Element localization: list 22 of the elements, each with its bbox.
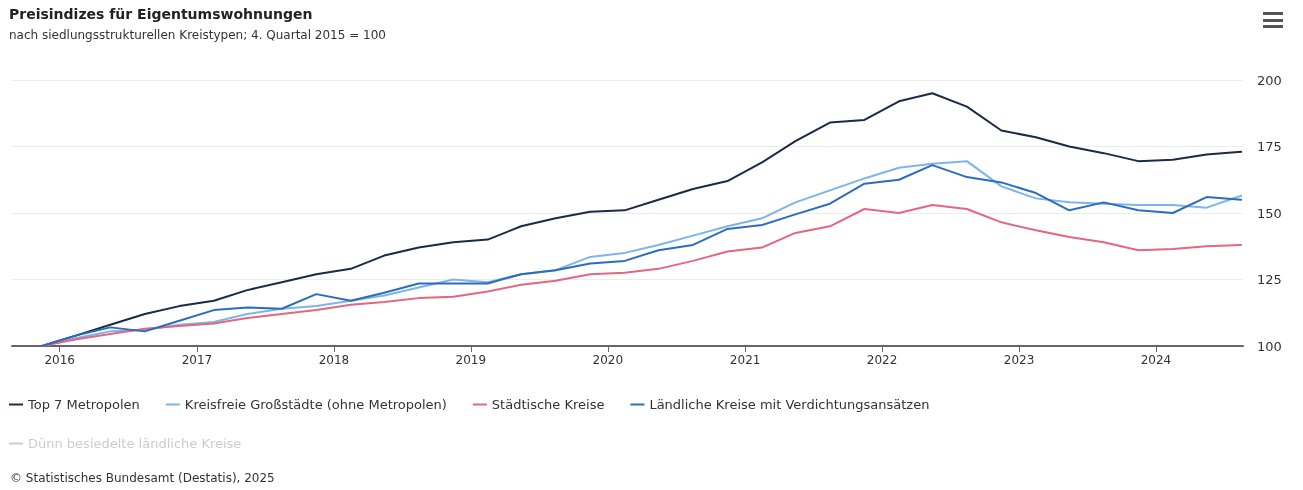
y-tick-label: 175	[1257, 139, 1282, 154]
text: © Statistisches Bundesamt (Destatis), 2025	[10, 471, 275, 485]
legend-label: Städtische Kreise	[491, 397, 605, 412]
chart-title: Preisindizes für Eigentumswohnungen	[9, 6, 313, 22]
y-tick-label: 150	[1257, 205, 1282, 221]
x-tick-label: 2018	[318, 353, 350, 367]
x-tick-label: 2023	[1003, 353, 1035, 367]
legend-label: Ländliche Kreise mit Verdichtungsansätzen	[649, 397, 930, 412]
x-tick-label: 2021	[729, 353, 761, 367]
x-tick-label: 2019	[455, 353, 487, 367]
line-series	[41, 204, 1243, 347]
legend-label: Kreisfreie Großstädte (ohne Metropolen)	[184, 397, 447, 412]
x-tick-label: 2020	[592, 353, 624, 367]
legend-label: Top 7 Metropolen	[27, 397, 140, 412]
x-tick-label: 2024	[1140, 353, 1172, 367]
x-tick-label: 2016	[44, 353, 75, 367]
y-tick-label: 100	[1257, 338, 1282, 354]
x-tick-label: 2022	[866, 353, 898, 367]
x-tick-label: 2017	[181, 353, 213, 367]
chart-subtitle: nach siedlungsstrukturellen Kreistypen; 4. Quartal 2015 = 100	[9, 28, 386, 42]
y-tick-label: 125	[1257, 272, 1282, 287]
y-tick-label: 200	[1257, 72, 1282, 88]
